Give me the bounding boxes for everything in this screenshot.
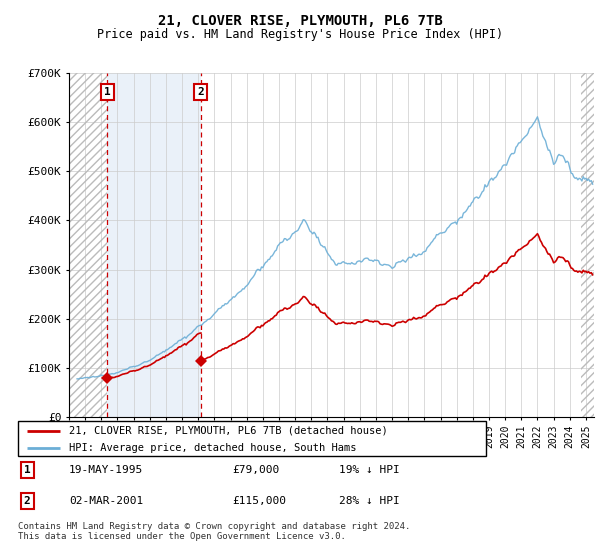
Text: Contains HM Land Registry data © Crown copyright and database right 2024.
This d: Contains HM Land Registry data © Crown c…	[18, 522, 410, 542]
Text: £115,000: £115,000	[232, 496, 286, 506]
Text: Price paid vs. HM Land Registry's House Price Index (HPI): Price paid vs. HM Land Registry's House …	[97, 28, 503, 41]
Text: 21, CLOVER RISE, PLYMOUTH, PL6 7TB: 21, CLOVER RISE, PLYMOUTH, PL6 7TB	[158, 14, 442, 28]
Text: 19% ↓ HPI: 19% ↓ HPI	[340, 465, 400, 475]
Text: £79,000: £79,000	[232, 465, 280, 475]
FancyBboxPatch shape	[18, 421, 486, 456]
Text: 19-MAY-1995: 19-MAY-1995	[69, 465, 143, 475]
Bar	[69, 73, 107, 417]
Text: 21, CLOVER RISE, PLYMOUTH, PL6 7TB (detached house): 21, CLOVER RISE, PLYMOUTH, PL6 7TB (deta…	[70, 426, 388, 436]
Bar	[581, 73, 594, 417]
Text: 2: 2	[23, 496, 31, 506]
Bar	[107, 73, 201, 417]
Text: HPI: Average price, detached house, South Hams: HPI: Average price, detached house, Sout…	[70, 442, 357, 452]
Bar	[69, 73, 107, 417]
Text: 02-MAR-2001: 02-MAR-2001	[69, 496, 143, 506]
Bar	[581, 73, 594, 417]
Text: 28% ↓ HPI: 28% ↓ HPI	[340, 496, 400, 506]
Text: 1: 1	[23, 465, 31, 475]
Text: 1: 1	[104, 87, 111, 97]
Text: 2: 2	[197, 87, 205, 97]
